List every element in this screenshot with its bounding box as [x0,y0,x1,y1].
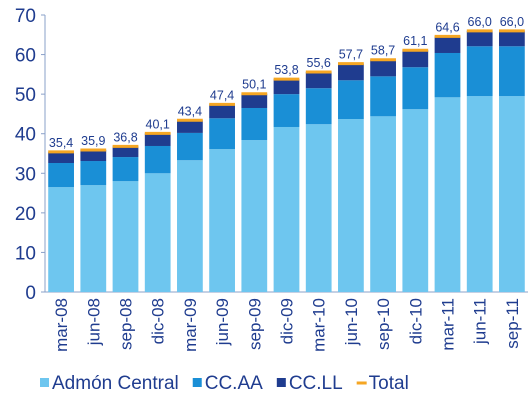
bar-segment [177,132,203,161]
bar-segment [144,173,171,292]
bar-segment [80,185,107,292]
bar-segment [402,50,429,68]
x-tick-label: sep-08 [117,298,136,350]
value-label: 61,1 [403,34,427,48]
bar-segment [499,46,525,97]
bar-segment [466,30,493,47]
legend-label: CC.AA [205,373,263,394]
legend-item: CC.LL [276,373,343,394]
bar-segment [241,140,268,292]
bar-segment [273,94,300,127]
bar-segment [370,76,396,117]
bar-segment [434,36,461,53]
bar-segment [48,187,74,292]
value-label: 53,8 [274,63,298,77]
bar-segment [209,149,235,292]
legend-swatch [276,378,286,387]
bar-segment [370,59,396,77]
bar-segment [241,93,268,108]
y-tick-label: 0 [25,283,36,304]
bar-segment [370,116,396,292]
legend-swatch [40,378,49,387]
legend-swatch [192,378,202,387]
bar-segment [402,67,429,110]
x-tick-label: jun-11 [471,298,490,345]
bar-segment [48,151,74,163]
x-tick-label: jun-10 [342,298,361,346]
y-tick-label: 60 [15,46,36,67]
bar-segment [466,46,493,97]
x-tick-label: jun-09 [213,298,232,346]
legend-label: CC.LL [289,373,343,394]
value-label: 43,4 [178,104,202,118]
x-tick-label: mar-09 [181,298,200,352]
bar-segment [209,118,235,150]
value-label: 57,7 [339,48,363,62]
value-label: 66,0 [500,15,524,29]
bar-segment [273,79,300,95]
legend-label: Total [369,373,409,394]
bar-segment [112,146,139,158]
x-tick-label: mar-10 [310,298,329,352]
legend-item: Admón Central [40,373,179,394]
bar-segment [177,120,203,133]
bar-segment [80,149,107,162]
bar-segment [466,96,493,292]
bar-segment [338,119,364,292]
bar-segment [273,126,300,292]
bar-segment [177,160,203,292]
value-label: 35,9 [81,134,105,148]
y-tick-label: 40 [15,125,36,146]
x-tick-label: mar-08 [52,298,71,352]
legend-item: Total [356,373,409,394]
x-tick-label: dic-09 [278,298,297,344]
bar-segment [144,145,171,174]
bar-segment [499,96,525,292]
value-label: 47,4 [210,88,234,102]
bar-segment [305,71,332,89]
value-label: 50,1 [242,78,266,92]
x-tick-label: dic-08 [149,298,168,344]
y-tick-label: 30 [15,164,36,185]
legend-label: Admón Central [52,373,179,394]
value-label: 66,0 [468,15,492,29]
y-tick-label: 50 [15,85,36,106]
bar-segment [305,124,332,293]
bar-segment [499,30,525,47]
x-tick-label: mar-11 [439,298,458,351]
bar-segment [305,88,332,125]
bar-segment [434,97,461,293]
x-tick-label: sep-09 [245,298,264,350]
bar-segment [338,80,364,120]
bar-segment [80,161,107,186]
value-label: 58,7 [371,44,395,58]
bar-segment [241,107,268,141]
value-label: 40,1 [146,117,170,131]
legend-item: CC.AA [192,373,263,394]
x-tick-label: sep-10 [374,298,393,350]
x-tick-label: sep-11 [503,298,522,349]
bar-segment [144,133,171,146]
bar-segment [112,181,139,292]
y-tick-label: 10 [15,243,36,264]
bar-segment [338,63,364,81]
value-label: 36,8 [113,130,137,144]
bar-segment [434,52,461,98]
value-label: 35,4 [49,136,73,150]
value-label: 64,6 [435,20,459,34]
bar-segment [209,104,235,119]
bar-segment [112,157,139,182]
y-tick-label: 20 [15,204,36,225]
value-label: 55,6 [307,56,331,70]
bar-segment [402,109,429,293]
x-tick-label: jun-08 [84,298,103,346]
x-tick-label: dic-10 [406,298,425,344]
bar-segment [48,162,74,188]
y-tick-label: 70 [15,6,36,27]
